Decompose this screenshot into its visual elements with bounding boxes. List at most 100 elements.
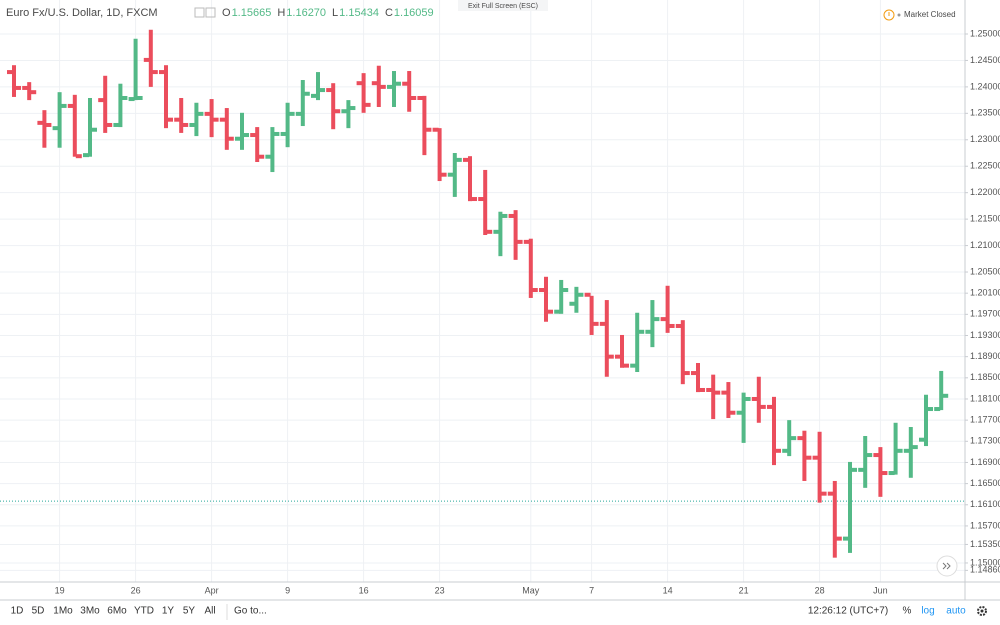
bar-open xyxy=(387,84,393,89)
ohlc-header: O 1.15665 H 1.16270 L 1.15434 C 1.16059 xyxy=(222,7,434,19)
bar-close xyxy=(562,288,569,293)
y-tick-label: 1.23500 xyxy=(970,108,1000,118)
bar-range xyxy=(604,300,609,377)
bar-close xyxy=(167,117,173,122)
bar-range xyxy=(72,94,77,157)
range-button[interactable]: All xyxy=(204,606,215,617)
y-tick-label: 1.16100 xyxy=(970,499,1000,509)
bar-range xyxy=(42,110,47,148)
bar-open xyxy=(174,117,181,122)
bar-open xyxy=(645,329,652,334)
bar-open xyxy=(417,95,424,100)
bar-range xyxy=(620,334,624,368)
bar-open xyxy=(903,448,910,453)
bar-open xyxy=(843,536,849,541)
bar-range xyxy=(741,392,746,443)
bar-range xyxy=(270,127,275,173)
gear[interactable] xyxy=(977,606,987,616)
x-tick-label: May xyxy=(522,585,540,595)
bar-range xyxy=(179,97,184,133)
range-button[interactable]: 6Mo xyxy=(107,606,127,617)
bar-open xyxy=(675,323,682,328)
scroll-icon[interactable] xyxy=(942,562,951,570)
range-button[interactable]: 3Mo xyxy=(80,606,100,617)
bar-close xyxy=(592,321,599,326)
bar-range xyxy=(772,396,776,466)
bar-range xyxy=(665,285,670,333)
bar-range xyxy=(726,382,731,419)
bar-close xyxy=(258,154,265,159)
exit-full-screen[interactable]: Exit Full Screen (ESC) xyxy=(468,3,538,10)
bar-close xyxy=(866,453,873,458)
y-tick-label: 1.25000 xyxy=(970,28,1000,38)
bar-open xyxy=(888,471,895,476)
bar-close xyxy=(197,111,204,116)
bar-close xyxy=(60,103,67,108)
scale-option[interactable]: auto xyxy=(946,606,966,617)
bar-open xyxy=(463,157,469,162)
bar-open xyxy=(751,396,758,401)
bar-range xyxy=(711,374,716,420)
bar-range xyxy=(893,422,898,475)
bar-range xyxy=(437,128,442,182)
chart-title: Euro Fx/U.S. Dollar, 1D, FXCM xyxy=(6,7,158,19)
range-button[interactable]: 5Y xyxy=(183,606,196,617)
range-button[interactable]: 5D xyxy=(32,606,45,617)
y-tick-label: 1.16500 xyxy=(970,478,1000,488)
y-tick-label: 1.16900 xyxy=(970,457,1000,467)
bar-range xyxy=(498,211,503,257)
goto-button[interactable]: Go to... xyxy=(234,606,267,617)
bar-open xyxy=(83,153,89,158)
gear-center[interactable] xyxy=(980,609,984,613)
ohlc-key: L xyxy=(332,7,338,19)
bar-range xyxy=(12,65,16,97)
range-button[interactable]: 1Mo xyxy=(53,606,73,617)
bar-open xyxy=(402,81,409,86)
bar-close xyxy=(364,102,371,107)
ohlc-key: O xyxy=(222,7,231,19)
bar-close xyxy=(699,387,705,392)
bar-close xyxy=(607,354,614,359)
bar-range xyxy=(939,370,944,411)
range-button[interactable]: 1D xyxy=(11,606,24,617)
x-tick-label: 14 xyxy=(663,585,673,595)
bar-open xyxy=(341,109,348,114)
ohlc-value: 1.16270 xyxy=(286,7,326,19)
scale-option[interactable]: log xyxy=(921,606,934,617)
exit-button-bg[interactable] xyxy=(458,0,548,11)
x-tick-label: 21 xyxy=(739,585,749,595)
scale-option[interactable]: % xyxy=(903,606,912,617)
scroll-button[interactable] xyxy=(936,555,958,577)
bar-open xyxy=(782,448,789,453)
x-tick-label: 19 xyxy=(55,585,65,595)
bar-close xyxy=(623,363,629,368)
bar-range xyxy=(635,312,640,373)
bar-close xyxy=(151,70,158,75)
icon xyxy=(205,7,216,18)
bar-close xyxy=(379,84,386,89)
y-tick-label: 1.22500 xyxy=(970,161,1000,171)
bar-close xyxy=(638,329,645,334)
range-button[interactable]: YTD xyxy=(134,606,154,617)
bar-range xyxy=(802,430,807,481)
bar-close xyxy=(182,122,189,127)
bar-close xyxy=(896,448,903,453)
bar-open xyxy=(736,410,743,415)
range-button[interactable]: 1Y xyxy=(162,606,175,617)
bar-open xyxy=(554,309,561,314)
bar-range xyxy=(468,156,472,202)
ohlc-value: 1.15665 xyxy=(232,7,272,19)
bar-range xyxy=(376,65,381,107)
bar-range xyxy=(27,82,32,101)
bar-open xyxy=(797,436,804,441)
bar-range xyxy=(316,72,320,101)
bar-close xyxy=(273,131,280,136)
ohlc-value: 1.15434 xyxy=(339,7,379,19)
bar-open xyxy=(447,172,454,177)
bar-range xyxy=(483,169,488,235)
bar-close xyxy=(744,396,751,401)
bar-open xyxy=(128,97,135,102)
bar-open xyxy=(67,103,74,108)
bar-range xyxy=(544,276,548,322)
settings-icon[interactable] xyxy=(977,606,987,616)
